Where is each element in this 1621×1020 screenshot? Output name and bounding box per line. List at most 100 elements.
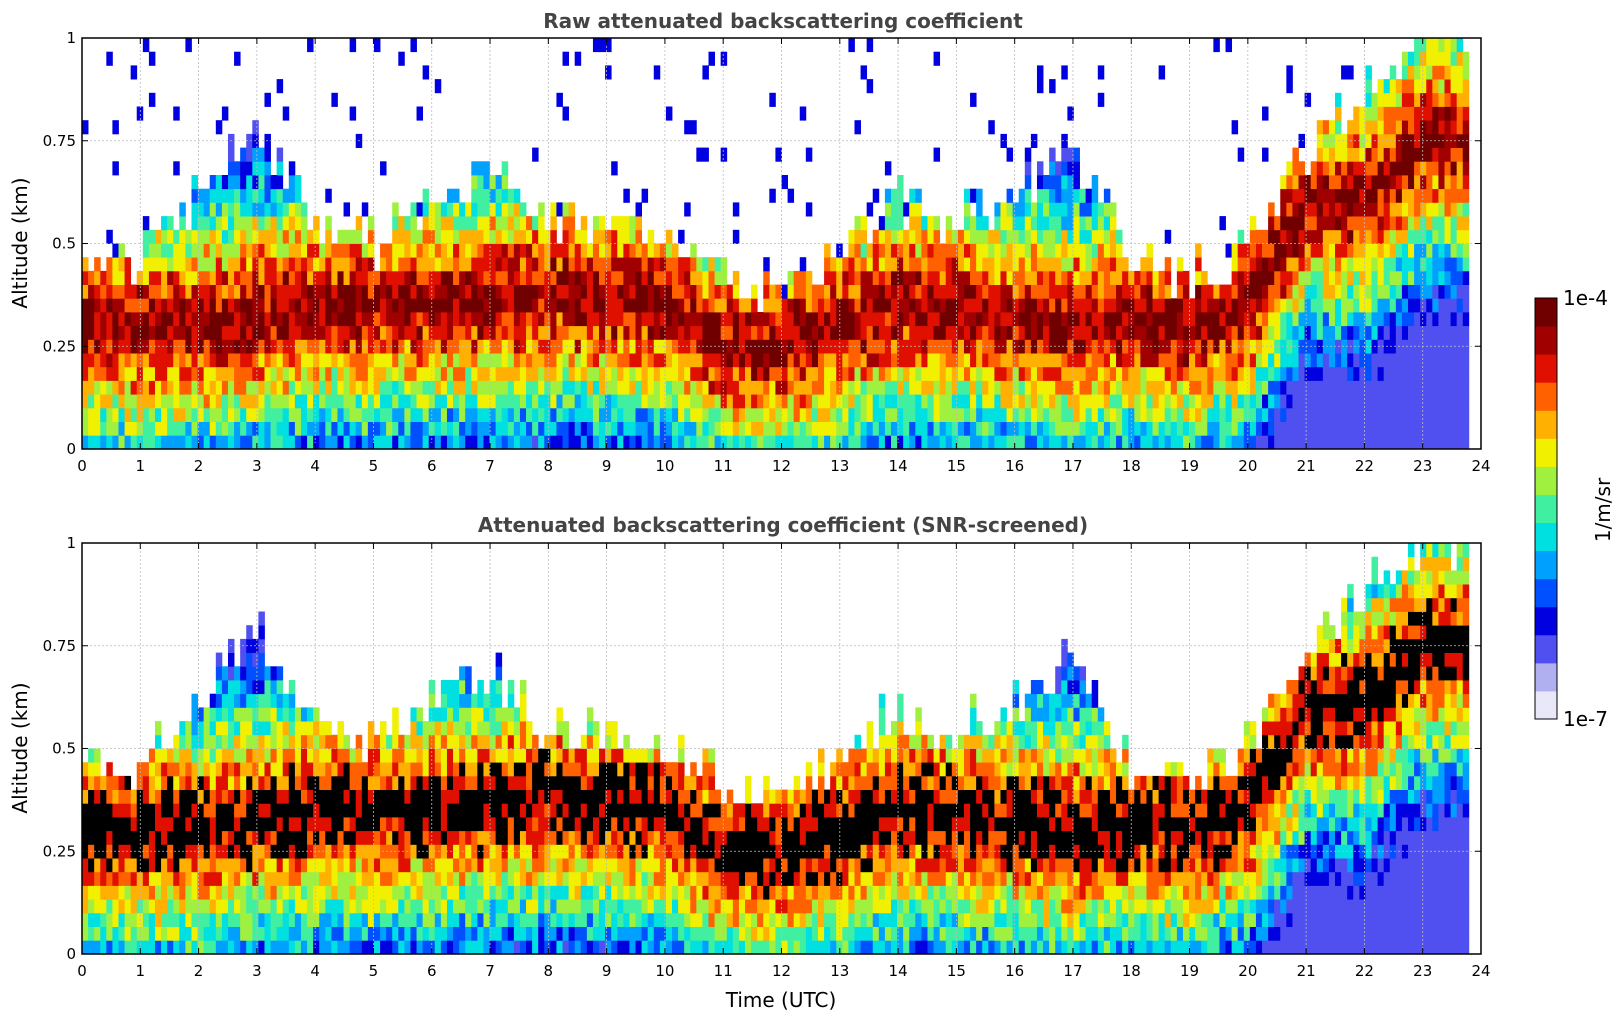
- heatmap-cell: [142, 394, 150, 409]
- heatmap-cell: [1146, 353, 1153, 368]
- heatmap-cell: [477, 257, 484, 272]
- heatmap-cell: [507, 421, 515, 436]
- heatmap-cell: [1195, 270, 1202, 285]
- heatmap-cell: [386, 353, 393, 368]
- heatmap-cell: [605, 366, 612, 381]
- heatmap-cell: [349, 312, 357, 327]
- heatmap-cell: [1176, 270, 1184, 285]
- heatmap-cell: [282, 817, 290, 832]
- heatmap-cell: [124, 270, 132, 285]
- heatmap-cell: [154, 407, 162, 422]
- heatmap-cell: [1341, 366, 1348, 381]
- heatmap-cell: [106, 51, 113, 66]
- heatmap-cell: [1061, 325, 1068, 340]
- heatmap-cell: [258, 625, 265, 640]
- heatmap-cell: [1012, 284, 1020, 299]
- heatmap-cell: [836, 298, 843, 313]
- heatmap-cell: [1432, 202, 1439, 217]
- heatmap-cell: [574, 353, 582, 368]
- heatmap-cell: [337, 421, 344, 436]
- heatmap-cell: [1395, 380, 1403, 395]
- heatmap-cell: [690, 284, 697, 299]
- heatmap-cell: [465, 298, 472, 313]
- heatmap-cell: [203, 325, 211, 340]
- heatmap-cell: [173, 803, 180, 818]
- heatmap-cell: [1292, 407, 1299, 422]
- heatmap-cell: [1024, 284, 1032, 299]
- heatmap-cell: [799, 421, 807, 436]
- heatmap-cell: [240, 407, 247, 422]
- heatmap-cell: [866, 421, 874, 436]
- heatmap-cell: [258, 366, 265, 381]
- heatmap-cell: [830, 366, 837, 381]
- heatmap-cell: [209, 202, 217, 217]
- heatmap-cell: [209, 394, 217, 409]
- heatmap-cell: [945, 394, 953, 409]
- heatmap-cell: [1359, 298, 1366, 313]
- heatmap-cell: [513, 366, 521, 381]
- heatmap-cell: [1310, 175, 1318, 190]
- heatmap-cell: [945, 366, 953, 381]
- heatmap-cell: [227, 284, 235, 299]
- heatmap-cell: [1201, 353, 1208, 368]
- heatmap-cell: [185, 762, 192, 777]
- heatmap-cell: [580, 229, 588, 244]
- heatmap-cell: [258, 789, 265, 804]
- heatmap-cell: [325, 380, 332, 395]
- heatmap-cell: [1018, 202, 1026, 217]
- heatmap-cell: [234, 817, 241, 832]
- heatmap-cell: [173, 407, 180, 422]
- heatmap-cell: [1426, 175, 1433, 190]
- heatmap-cell: [805, 421, 813, 436]
- heatmap-cell: [209, 366, 217, 381]
- heatmap-cell: [1383, 380, 1391, 395]
- heatmap-cell: [367, 257, 375, 272]
- heatmap-cell: [380, 257, 387, 272]
- heatmap-cell: [1122, 353, 1129, 368]
- heatmap-cell: [1036, 366, 1044, 381]
- heatmap-cell: [349, 435, 357, 450]
- heatmap-cell: [1097, 202, 1105, 217]
- heatmap-cell: [1286, 312, 1293, 327]
- heatmap-cell: [173, 926, 180, 941]
- heatmap-cell: [1444, 353, 1451, 368]
- heatmap-cell: [1377, 229, 1385, 244]
- heatmap-cell: [459, 243, 466, 258]
- heatmap-cell: [148, 394, 156, 409]
- heatmap-cell: [684, 407, 691, 422]
- heatmap-cell: [1000, 435, 1007, 450]
- x-tick-label: 13: [830, 457, 849, 475]
- heatmap-cell: [1371, 188, 1378, 203]
- heatmap-cell: [623, 353, 630, 368]
- heatmap-cell: [1061, 353, 1068, 368]
- heatmap-cell: [1207, 435, 1214, 450]
- heatmap-cell: [635, 353, 642, 368]
- heatmap-cell: [398, 284, 405, 299]
- heatmap-cell: [136, 106, 144, 121]
- heatmap-cell: [1371, 298, 1378, 313]
- heatmap-cell: [970, 229, 977, 244]
- heatmap-cell: [282, 270, 290, 285]
- heatmap-cell: [672, 243, 679, 258]
- heatmap-cell: [988, 284, 995, 299]
- heatmap-cell: [562, 298, 570, 313]
- heatmap-cell: [1012, 421, 1020, 436]
- heatmap-cell: [416, 353, 424, 368]
- heatmap-cell: [167, 366, 174, 381]
- heatmap-cell: [836, 257, 843, 272]
- heatmap-cell: [684, 435, 691, 450]
- heatmap-cell: [288, 270, 296, 285]
- heatmap-cell: [106, 844, 113, 859]
- heatmap-cell: [337, 407, 344, 422]
- heatmap-cell: [1286, 79, 1293, 94]
- heatmap-cell: [483, 312, 490, 327]
- heatmap-cell: [1237, 298, 1245, 313]
- heatmap-cell: [288, 435, 296, 450]
- heatmap-cell: [848, 284, 855, 299]
- heatmap-cell: [294, 175, 302, 190]
- heatmap-cell: [1304, 175, 1312, 190]
- heatmap-cell: [1243, 435, 1251, 450]
- heatmap-cell: [203, 284, 211, 299]
- heatmap-cell: [1359, 380, 1366, 395]
- heatmap-cell: [118, 871, 125, 886]
